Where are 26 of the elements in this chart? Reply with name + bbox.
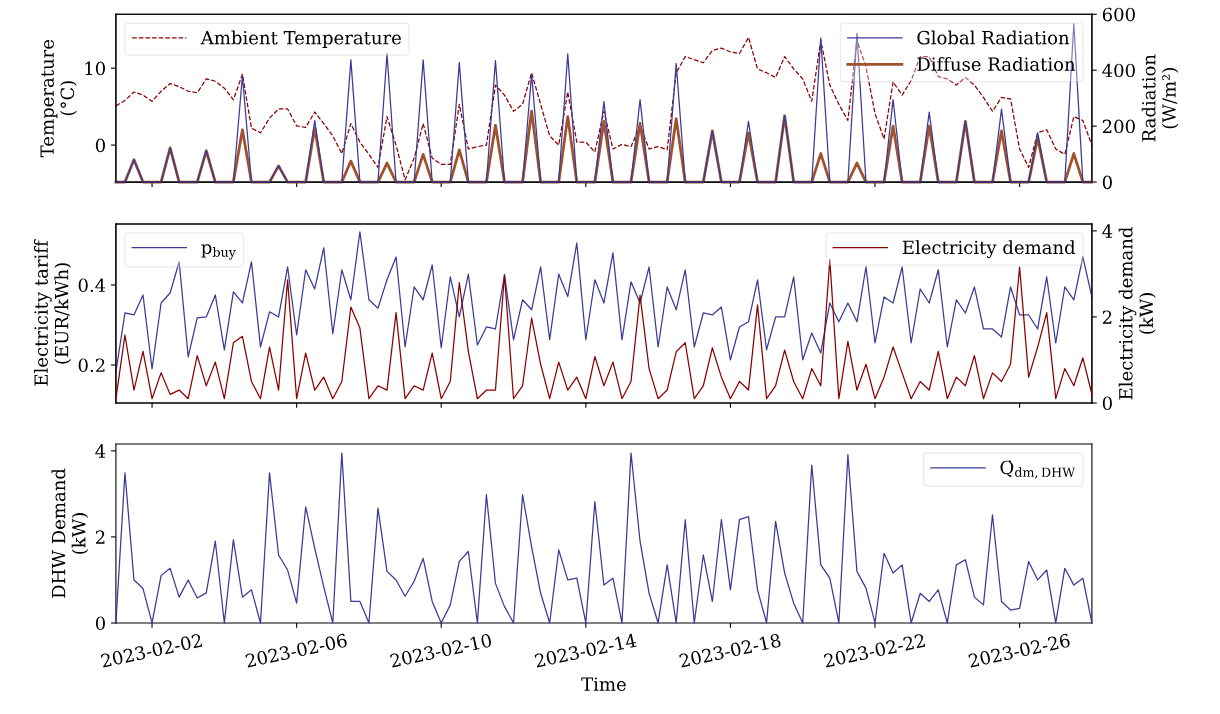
legend-label: Q̇$_{dm,DHW}$ [1000,460,1076,479]
y-tick-label: 2 [95,530,105,544]
y-tick-label: 0 [95,616,105,631]
y-tick-label: 4 [95,444,106,458]
y-tick-label: 0 [95,138,105,153]
y2-tick-label: 0 [1102,396,1112,411]
y2-axis-title: Radiation (W/m²) [1141,54,1179,142]
y2-tick-label: 200 [1102,119,1135,134]
x-axis-title: Time [581,677,626,691]
y-axis-title: Electricity tariff (EUR/kWh) [33,239,71,386]
legend-label: Global Radiation [917,30,1070,45]
legend-label: Diffuse Radiation [917,57,1076,72]
y-tick-label: 10 [85,61,105,76]
y2-tick-label: 600 [1102,7,1135,22]
y-tick-label: 0.2 [78,358,105,373]
y2-tick-label: 400 [1102,63,1135,78]
y-axis-title: DHW Demand (kW) [51,468,89,598]
legend-label: Ambient Temperature [200,30,401,48]
y-tick-label: 0.4 [78,278,106,293]
y2-axis-title: Electricity demand (kW) [1118,227,1156,400]
legend-label: p$_{buy}$ [201,244,236,260]
y2-tick-label: 2 [1102,310,1112,324]
y2-tick-label: 0 [1102,175,1112,190]
legend-label: Electricity demand [902,240,1076,258]
y2-tick-label: 4 [1102,224,1113,238]
y-axis-title: Temperature (°C) [40,39,77,158]
